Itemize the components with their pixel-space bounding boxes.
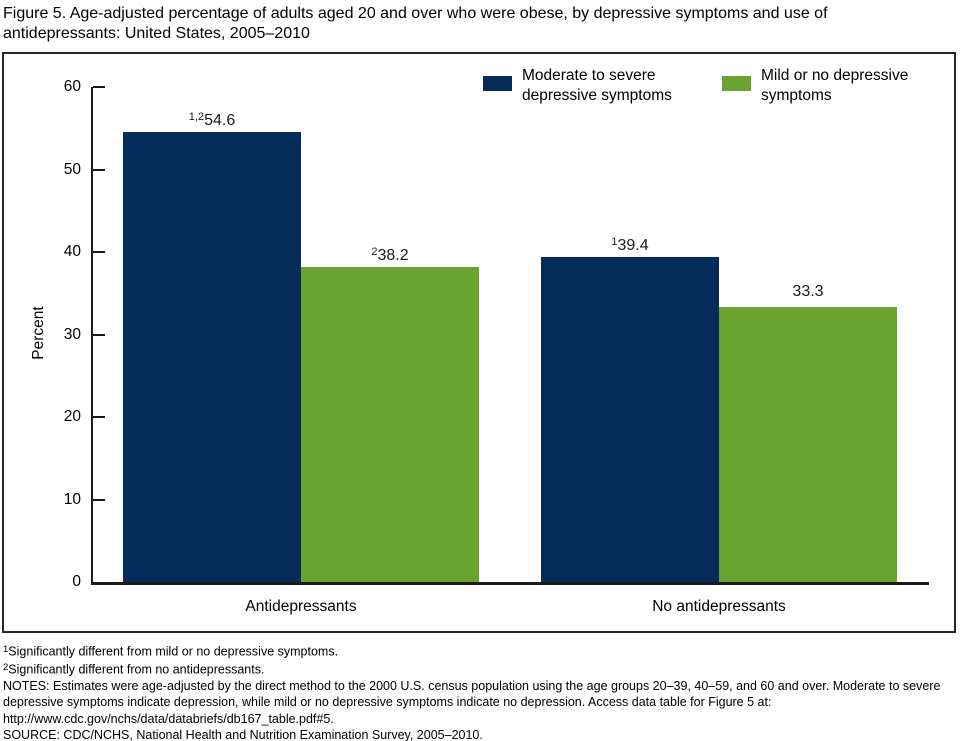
value-superscript: 1 bbox=[611, 236, 618, 248]
bar-value-label: 33.3 bbox=[792, 283, 824, 300]
legend-label: Mild or no depressive symptoms bbox=[761, 67, 909, 104]
y-tick-label: 60 bbox=[63, 78, 81, 95]
y-tick-label: 0 bbox=[72, 573, 81, 590]
chart-frame: Percent 0 10 20 30 40 50 60 1,254.6 238.2 Antidep… bbox=[2, 52, 956, 633]
footnote: 2Significantly different from no antidep… bbox=[3, 661, 265, 677]
footnote: NOTES: Estimates were age-adjusted by th… bbox=[3, 678, 941, 726]
legend-swatch bbox=[722, 76, 751, 91]
footnote-superscript: 2 bbox=[3, 661, 9, 673]
bar-value-label: 238.2 bbox=[371, 246, 409, 264]
footnote: 1Significantly different from mild or no… bbox=[3, 644, 339, 659]
value-superscript: 2 bbox=[371, 246, 378, 258]
footnote-superscript: 1 bbox=[3, 644, 9, 655]
bar-moderate-severe bbox=[541, 257, 719, 582]
bar-moderate-severe bbox=[123, 132, 301, 582]
y-tick-label: 10 bbox=[63, 490, 81, 508]
bar-value-label: 139.4 bbox=[611, 236, 649, 254]
bar-mild-none bbox=[719, 307, 897, 582]
figure-title: Figure 5. Age-adjusted percentage of adu… bbox=[3, 5, 828, 42]
y-tick-mark bbox=[93, 251, 105, 253]
x-axis-line bbox=[91, 582, 929, 585]
y-tick-mark bbox=[93, 333, 105, 336]
legend-swatch bbox=[483, 76, 512, 91]
bar-mild-none bbox=[301, 267, 479, 582]
category-label: No antidepressants bbox=[652, 598, 786, 615]
y-tick-label: 40 bbox=[63, 243, 81, 260]
y-tick-mark bbox=[93, 498, 105, 501]
value-superscript: 1,2 bbox=[188, 111, 205, 123]
bar-value-label: 1,254.6 bbox=[188, 111, 236, 129]
y-tick-mark bbox=[93, 86, 105, 88]
y-tick-mark bbox=[93, 168, 105, 171]
legend-label: Moderate to severe depressive symptoms bbox=[522, 67, 672, 104]
y-tick-mark bbox=[93, 416, 105, 418]
category-label: Antidepressants bbox=[245, 598, 357, 615]
footnote: SOURCE: CDC/NCHS, National Health and Nu… bbox=[3, 728, 483, 741]
y-axis-line bbox=[91, 87, 93, 585]
y-tick-label: 20 bbox=[63, 408, 81, 425]
footnotes: 1Significantly different from mild or no… bbox=[3, 642, 955, 741]
y-tick-label: 50 bbox=[63, 160, 81, 178]
y-tick-label: 30 bbox=[63, 325, 81, 343]
